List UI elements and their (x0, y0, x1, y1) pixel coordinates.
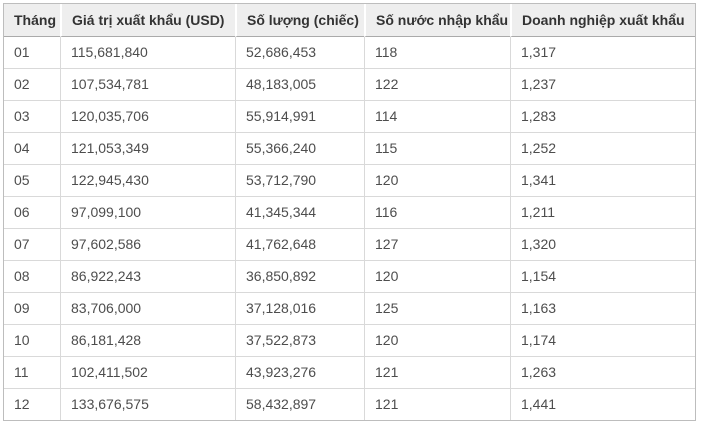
table-cell: 1,320 (510, 229, 695, 261)
table-cell: 120 (364, 261, 510, 293)
table-cell: 37,128,016 (235, 293, 364, 325)
table-cell: 48,183,005 (235, 69, 364, 101)
table-cell: 121,053,349 (60, 133, 235, 165)
table-cell: 120 (364, 165, 510, 197)
column-header-month: Tháng (4, 4, 60, 37)
table-cell: 07 (4, 229, 60, 261)
table-cell: 1,154 (510, 261, 695, 293)
table-cell: 04 (4, 133, 60, 165)
table-cell: 120,035,706 (60, 101, 235, 133)
table-cell: 1,252 (510, 133, 695, 165)
table-cell: 11 (4, 357, 60, 389)
table-row: 12 133,676,575 58,432,897 121 1,441 (4, 389, 695, 420)
table-cell: 133,676,575 (60, 389, 235, 420)
table-cell: 118 (364, 37, 510, 69)
table-cell: 12 (14, 396, 30, 412)
table-cell: 43,923,276 (235, 357, 364, 389)
table-row: 11 102,411,502 43,923,276 121 1,263 (4, 357, 695, 389)
table-cell: 102,411,502 (60, 357, 235, 389)
table-cell: 10 (4, 325, 60, 357)
table-cell: 1,174 (510, 325, 695, 357)
table-cell: 107,534,781 (60, 69, 235, 101)
table-cell: 05 (4, 165, 60, 197)
table-cell: 03 (4, 101, 60, 133)
table-cell: 55,914,991 (235, 101, 364, 133)
table-cell: 116 (364, 197, 510, 229)
table-cell: 41,762,648 (235, 229, 364, 261)
table-cell: 115,681,840 (60, 37, 235, 69)
column-header-exporting-enterprises: Doanh nghiệp xuất khẩu (510, 4, 695, 37)
column-header-export-value-usd: Giá trị xuất khẩu (USD) (60, 4, 235, 37)
table-cell: 122 (364, 69, 510, 101)
table-row: 04 121,053,349 55,366,240 115 1,252 (4, 133, 695, 165)
table-row: 01 115,681,840 52,686,453 118 1,317 (4, 37, 695, 69)
table-cell: 125 (364, 293, 510, 325)
table-header-row: Tháng Giá trị xuất khẩu (USD) Số lượng (… (4, 4, 695, 37)
table-cell: 55,366,240 (235, 133, 364, 165)
monthly-export-stats-table: Tháng Giá trị xuất khẩu (USD) Số lượng (… (3, 3, 696, 421)
table-row: 06 97,099,100 41,345,344 116 1,211 (4, 197, 695, 229)
table-cell: 37,522,873 (235, 325, 364, 357)
table-cell: 115 (364, 133, 510, 165)
table-cell: 08 (4, 261, 60, 293)
table-cell: 02 (4, 69, 60, 101)
table-cell: 09 (4, 293, 60, 325)
table-cell: 36,850,892 (235, 261, 364, 293)
table-cell: 121 (364, 389, 510, 420)
table-row: 05 122,945,430 53,712,790 120 1,341 (4, 165, 695, 197)
table-cell: 58,432,897 (235, 389, 364, 420)
table-cell: 52,686,453 (235, 37, 364, 69)
table-cell: 1,441 (510, 389, 695, 420)
table-cell: 86,922,243 (60, 261, 235, 293)
table-cell: 1,283 (510, 101, 695, 133)
table-cell: 1,263 (510, 357, 695, 389)
table-cell: 97,099,100 (60, 197, 235, 229)
table-cell: 1,341 (510, 165, 695, 197)
column-header-quantity-pieces: Số lượng (chiếc) (235, 4, 364, 37)
table-cell: 1,317 (510, 37, 695, 69)
table-body: 01 115,681,840 52,686,453 118 1,317 02 107,534… (4, 37, 695, 420)
table-row: 08 86,922,243 36,850,892 120 1,154 (4, 261, 695, 293)
column-header-importing-countries: Số nước nhập khẩu (364, 4, 510, 37)
table-cell: 53,712,790 (235, 165, 364, 197)
table-cell: 01 (4, 37, 60, 69)
table-cell: 121 (364, 357, 510, 389)
table-cell: 122,945,430 (60, 165, 235, 197)
table-row: 03 120,035,706 55,914,991 114 1,283 (4, 101, 695, 133)
table-cell: 97,602,586 (60, 229, 235, 261)
table-cell: 127 (364, 229, 510, 261)
table-cell: 1,237 (510, 69, 695, 101)
table-cell: 1,163 (510, 293, 695, 325)
table-cell: 06 (4, 197, 60, 229)
table-cell: 41,345,344 (235, 197, 364, 229)
table-cell: 86,181,428 (60, 325, 235, 357)
table-cell: 83,706,000 (60, 293, 235, 325)
table-row: 07 97,602,586 41,762,648 127 1,320 (4, 229, 695, 261)
table-row: 09 83,706,000 37,128,016 125 1,163 (4, 293, 695, 325)
table-row: 10 86,181,428 37,522,873 120 1,174 (4, 325, 695, 357)
table-cell: 120 (364, 325, 510, 357)
table-cell: 1,211 (510, 197, 695, 229)
table-row: 02 107,534,781 48,183,005 122 1,237 (4, 69, 695, 101)
table-header: Tháng Giá trị xuất khẩu (USD) Số lượng (… (4, 4, 695, 37)
table-cell: 114 (364, 101, 510, 133)
